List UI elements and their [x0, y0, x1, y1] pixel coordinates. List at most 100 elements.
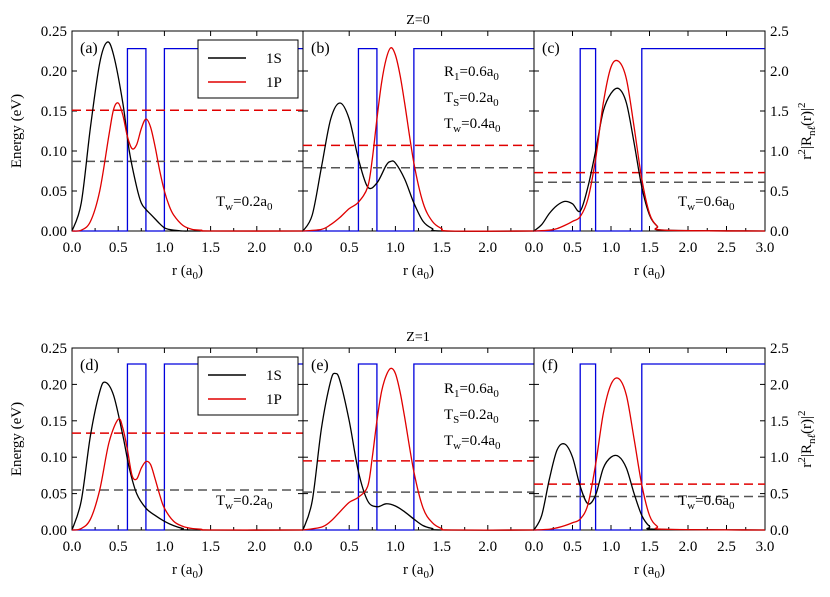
y-left-tick-label: 0.15 — [41, 104, 67, 120]
tw-value: =0.2a — [233, 493, 267, 509]
x-tick-label: 1.0 — [155, 240, 174, 256]
n-sub: n — [806, 130, 818, 136]
panel-label: (b) — [311, 40, 330, 57]
x-tick-label: 0.5 — [563, 539, 582, 555]
sq-sup: 2 — [796, 410, 808, 416]
x-label-main: r (a — [403, 562, 424, 578]
x-tick-label: 2.0 — [679, 240, 698, 256]
series-1P — [533, 59, 766, 232]
param-line-2: Tw=0.4a0 — [444, 116, 501, 135]
param-unit-sub: 0 — [493, 414, 499, 426]
y-left-tick-label: 0.15 — [41, 414, 67, 430]
series-1P — [71, 102, 304, 232]
tw-main: T — [678, 493, 687, 509]
x-label-main: r (a — [634, 562, 655, 578]
param-line-1: TS=0.2a0 — [444, 90, 499, 109]
param-line-0: R1=0.6a0 — [444, 64, 499, 83]
tw-annotation: Tw=0.2a0 — [216, 194, 273, 213]
panel-label: (e) — [311, 357, 329, 374]
x-tick-label: 2.0 — [247, 539, 266, 555]
x-label-close: ) — [660, 562, 665, 578]
l-sub: ℓ — [806, 126, 818, 131]
x-tick-label: 0.0 — [63, 240, 82, 256]
x-tick-label: 2.0 — [478, 539, 497, 555]
x-tick-label: 0.0 — [63, 539, 82, 555]
tw-annotation: Tw=0.6a0 — [678, 493, 735, 512]
y-right-tick-label: 1.0 — [770, 450, 789, 466]
param-main: R — [444, 381, 454, 397]
tw-unit-sub: 0 — [267, 201, 273, 213]
y-right-tick-label: 0.5 — [770, 487, 789, 503]
x-label-close: ) — [660, 263, 665, 279]
r-main: r — [799, 155, 815, 160]
y-left-tick-label: 0.00 — [41, 224, 67, 240]
y-right-tick-label: 1.5 — [770, 414, 789, 430]
y-right-tick-label: 2.0 — [770, 64, 789, 80]
x-tick-label: 0.5 — [563, 240, 582, 256]
panel-b: 0.0 0.5 1.0 1.5 2.0 (b) — [294, 30, 535, 256]
param-main: R — [444, 64, 454, 80]
series-1S — [71, 41, 303, 232]
potential-profile — [303, 47, 534, 232]
y-right-tick-label: 2.0 — [770, 377, 789, 393]
y-right-axis-label: r2|Rnℓ(r)|2 — [796, 410, 818, 467]
potential-profile — [72, 363, 303, 531]
tw-main: T — [678, 194, 687, 210]
r-main: r — [799, 463, 815, 468]
param-line-0: R1=0.6a0 — [444, 381, 499, 400]
tw-annotation: Tw=0.2a0 — [216, 493, 273, 512]
x-tick-label: 1.0 — [155, 539, 174, 555]
y-right-axis-label: r2|Rnℓ(r)|2 — [796, 102, 818, 159]
x-tick-label: 0.0 — [525, 539, 544, 555]
param-value: =0.2a — [459, 407, 493, 423]
x-label-sub: 0 — [423, 270, 429, 282]
x-tick-label: 2.5 — [717, 539, 736, 555]
series-1P — [302, 47, 535, 232]
param-value: =0.6a — [460, 64, 494, 80]
x-tick-label: 0.5 — [109, 539, 128, 555]
x-tick-label: 1.5 — [640, 240, 659, 256]
tw-sub: w — [225, 500, 233, 512]
x-tick-label: 1.5 — [640, 539, 659, 555]
x-tick-label: 2.0 — [478, 240, 497, 256]
tw-main: T — [216, 493, 225, 509]
legend: 1S 1P — [197, 39, 299, 99]
panel-c: 0.0 0.5 1.0 1.5 2.0 2.5 3.0 (c) Tw=0.6a0 — [525, 30, 774, 256]
potential-profile — [72, 47, 303, 232]
legend-label-1S: 1S — [266, 368, 282, 384]
param-main: T — [444, 407, 453, 423]
legend-label-1S: 1S — [266, 51, 282, 67]
tw-sub: w — [687, 500, 695, 512]
R-main: |R — [799, 136, 815, 149]
y-left-tick-label: 0.10 — [41, 144, 67, 160]
param-line-1: TS=0.2a0 — [444, 407, 499, 426]
x-label-close: ) — [429, 562, 434, 578]
tw-unit-sub: 0 — [729, 500, 735, 512]
panel-f: 0.0 0.5 1.0 1.5 2.0 2.5 3.0 (f) Tw=0.6a0 — [525, 347, 774, 555]
y-right-tick-label: 1.5 — [770, 104, 789, 120]
row-title: Z=0 — [406, 13, 429, 28]
x-axis-label: r (a0) — [634, 263, 665, 282]
y-right-tick-label: 2.5 — [770, 24, 789, 40]
param-sub: 1 — [454, 71, 460, 83]
x-label-main: r (a — [634, 263, 655, 279]
n-sub: n — [806, 438, 818, 444]
x-label-sub: 0 — [423, 569, 429, 581]
x-tick-label: 1.0 — [386, 240, 405, 256]
x-tick-label: 1.0 — [386, 539, 405, 555]
row-title: Z=1 — [406, 330, 429, 345]
x-tick-label: 1.5 — [432, 240, 451, 256]
x-axis-label: r (a0) — [634, 562, 665, 581]
potential-profile — [303, 363, 534, 531]
y-left-tick-label: 0.20 — [41, 64, 67, 80]
legend: 1S 1P — [197, 356, 299, 416]
y-left-tick-label: 0.00 — [41, 523, 67, 539]
r-sup: 2 — [796, 149, 808, 155]
x-tick-label: 2.5 — [717, 240, 736, 256]
x-label-close: ) — [198, 562, 203, 578]
x-tick-label: 0.5 — [340, 240, 359, 256]
legend-box — [197, 39, 299, 99]
x-tick-label: 0.0 — [294, 240, 313, 256]
y-left-tick-label: 0.10 — [41, 450, 67, 466]
x-axis-label: r (a0) — [403, 562, 434, 581]
